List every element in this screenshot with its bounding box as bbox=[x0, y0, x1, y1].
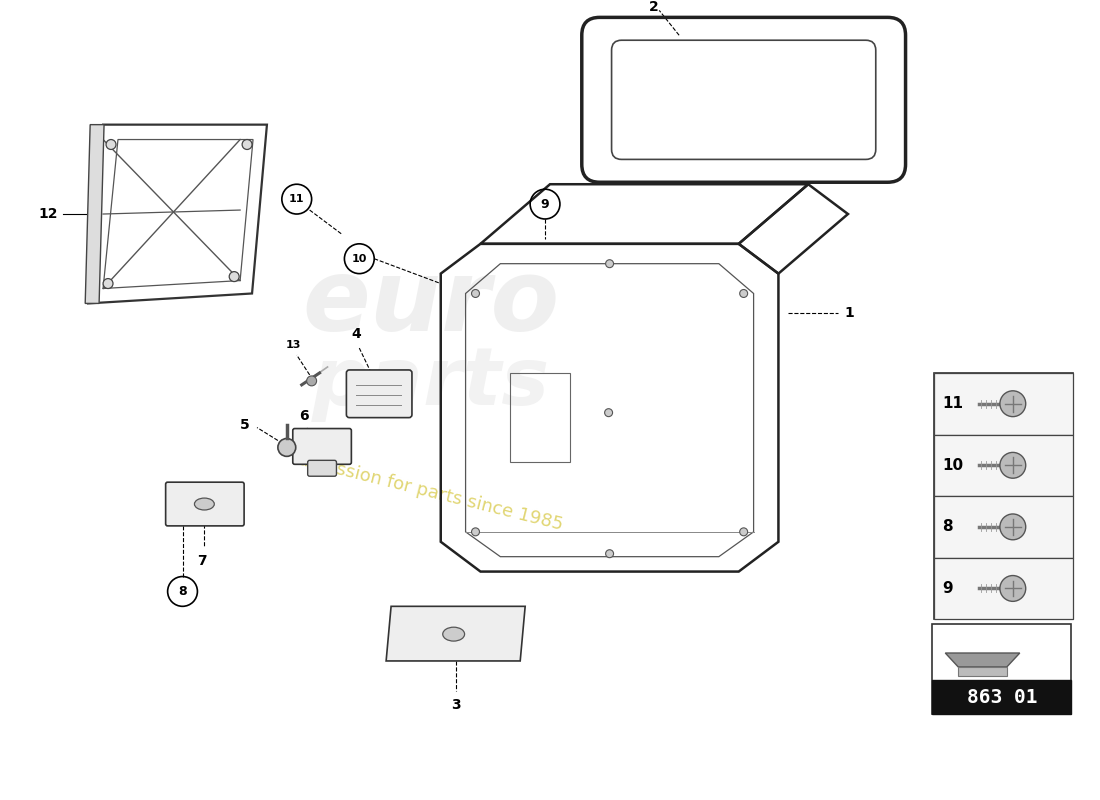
Text: 11: 11 bbox=[289, 194, 305, 204]
Circle shape bbox=[242, 139, 252, 150]
Bar bbox=[933, 680, 1071, 714]
Text: 7: 7 bbox=[198, 554, 207, 568]
Circle shape bbox=[739, 528, 748, 536]
Circle shape bbox=[307, 376, 317, 386]
Ellipse shape bbox=[442, 627, 464, 641]
Text: 4: 4 bbox=[352, 327, 361, 341]
Circle shape bbox=[106, 139, 116, 150]
Circle shape bbox=[278, 438, 296, 456]
Text: 10: 10 bbox=[943, 458, 964, 473]
Circle shape bbox=[606, 260, 614, 268]
FancyBboxPatch shape bbox=[346, 370, 411, 418]
Circle shape bbox=[1000, 575, 1025, 602]
Text: parts: parts bbox=[311, 344, 550, 422]
Text: euro: euro bbox=[302, 255, 560, 352]
FancyBboxPatch shape bbox=[308, 460, 337, 476]
Circle shape bbox=[103, 278, 113, 289]
Text: 8: 8 bbox=[178, 585, 187, 598]
Text: a passion for parts since 1985: a passion for parts since 1985 bbox=[296, 450, 565, 534]
Polygon shape bbox=[386, 606, 525, 661]
Circle shape bbox=[1000, 452, 1025, 478]
Circle shape bbox=[1000, 514, 1025, 540]
Polygon shape bbox=[85, 125, 104, 303]
Text: 1: 1 bbox=[844, 306, 854, 320]
Bar bbox=[934, 373, 1074, 434]
Bar bbox=[934, 434, 1074, 496]
Circle shape bbox=[472, 528, 480, 536]
Text: 2: 2 bbox=[648, 1, 658, 14]
Bar bbox=[934, 496, 1074, 558]
Text: 5: 5 bbox=[240, 418, 250, 431]
Text: 12: 12 bbox=[39, 207, 58, 221]
FancyBboxPatch shape bbox=[166, 482, 244, 526]
Circle shape bbox=[229, 272, 239, 282]
Text: 13: 13 bbox=[286, 340, 301, 350]
Text: 10: 10 bbox=[352, 254, 367, 264]
Circle shape bbox=[472, 290, 480, 298]
Circle shape bbox=[605, 409, 613, 417]
Circle shape bbox=[1000, 391, 1025, 417]
Bar bbox=[934, 373, 1074, 619]
Bar bbox=[934, 558, 1074, 619]
FancyBboxPatch shape bbox=[293, 429, 351, 464]
Circle shape bbox=[739, 290, 748, 298]
Ellipse shape bbox=[195, 498, 214, 510]
Bar bbox=[933, 624, 1071, 714]
Text: 11: 11 bbox=[943, 396, 964, 411]
Text: 6: 6 bbox=[299, 409, 308, 422]
Text: 9: 9 bbox=[943, 581, 953, 596]
Polygon shape bbox=[958, 667, 1007, 676]
Text: 3: 3 bbox=[451, 698, 461, 712]
Circle shape bbox=[606, 550, 614, 558]
Text: 9: 9 bbox=[541, 198, 549, 210]
Polygon shape bbox=[945, 653, 1020, 667]
Text: 863 01: 863 01 bbox=[967, 688, 1037, 707]
Text: 8: 8 bbox=[943, 519, 953, 534]
